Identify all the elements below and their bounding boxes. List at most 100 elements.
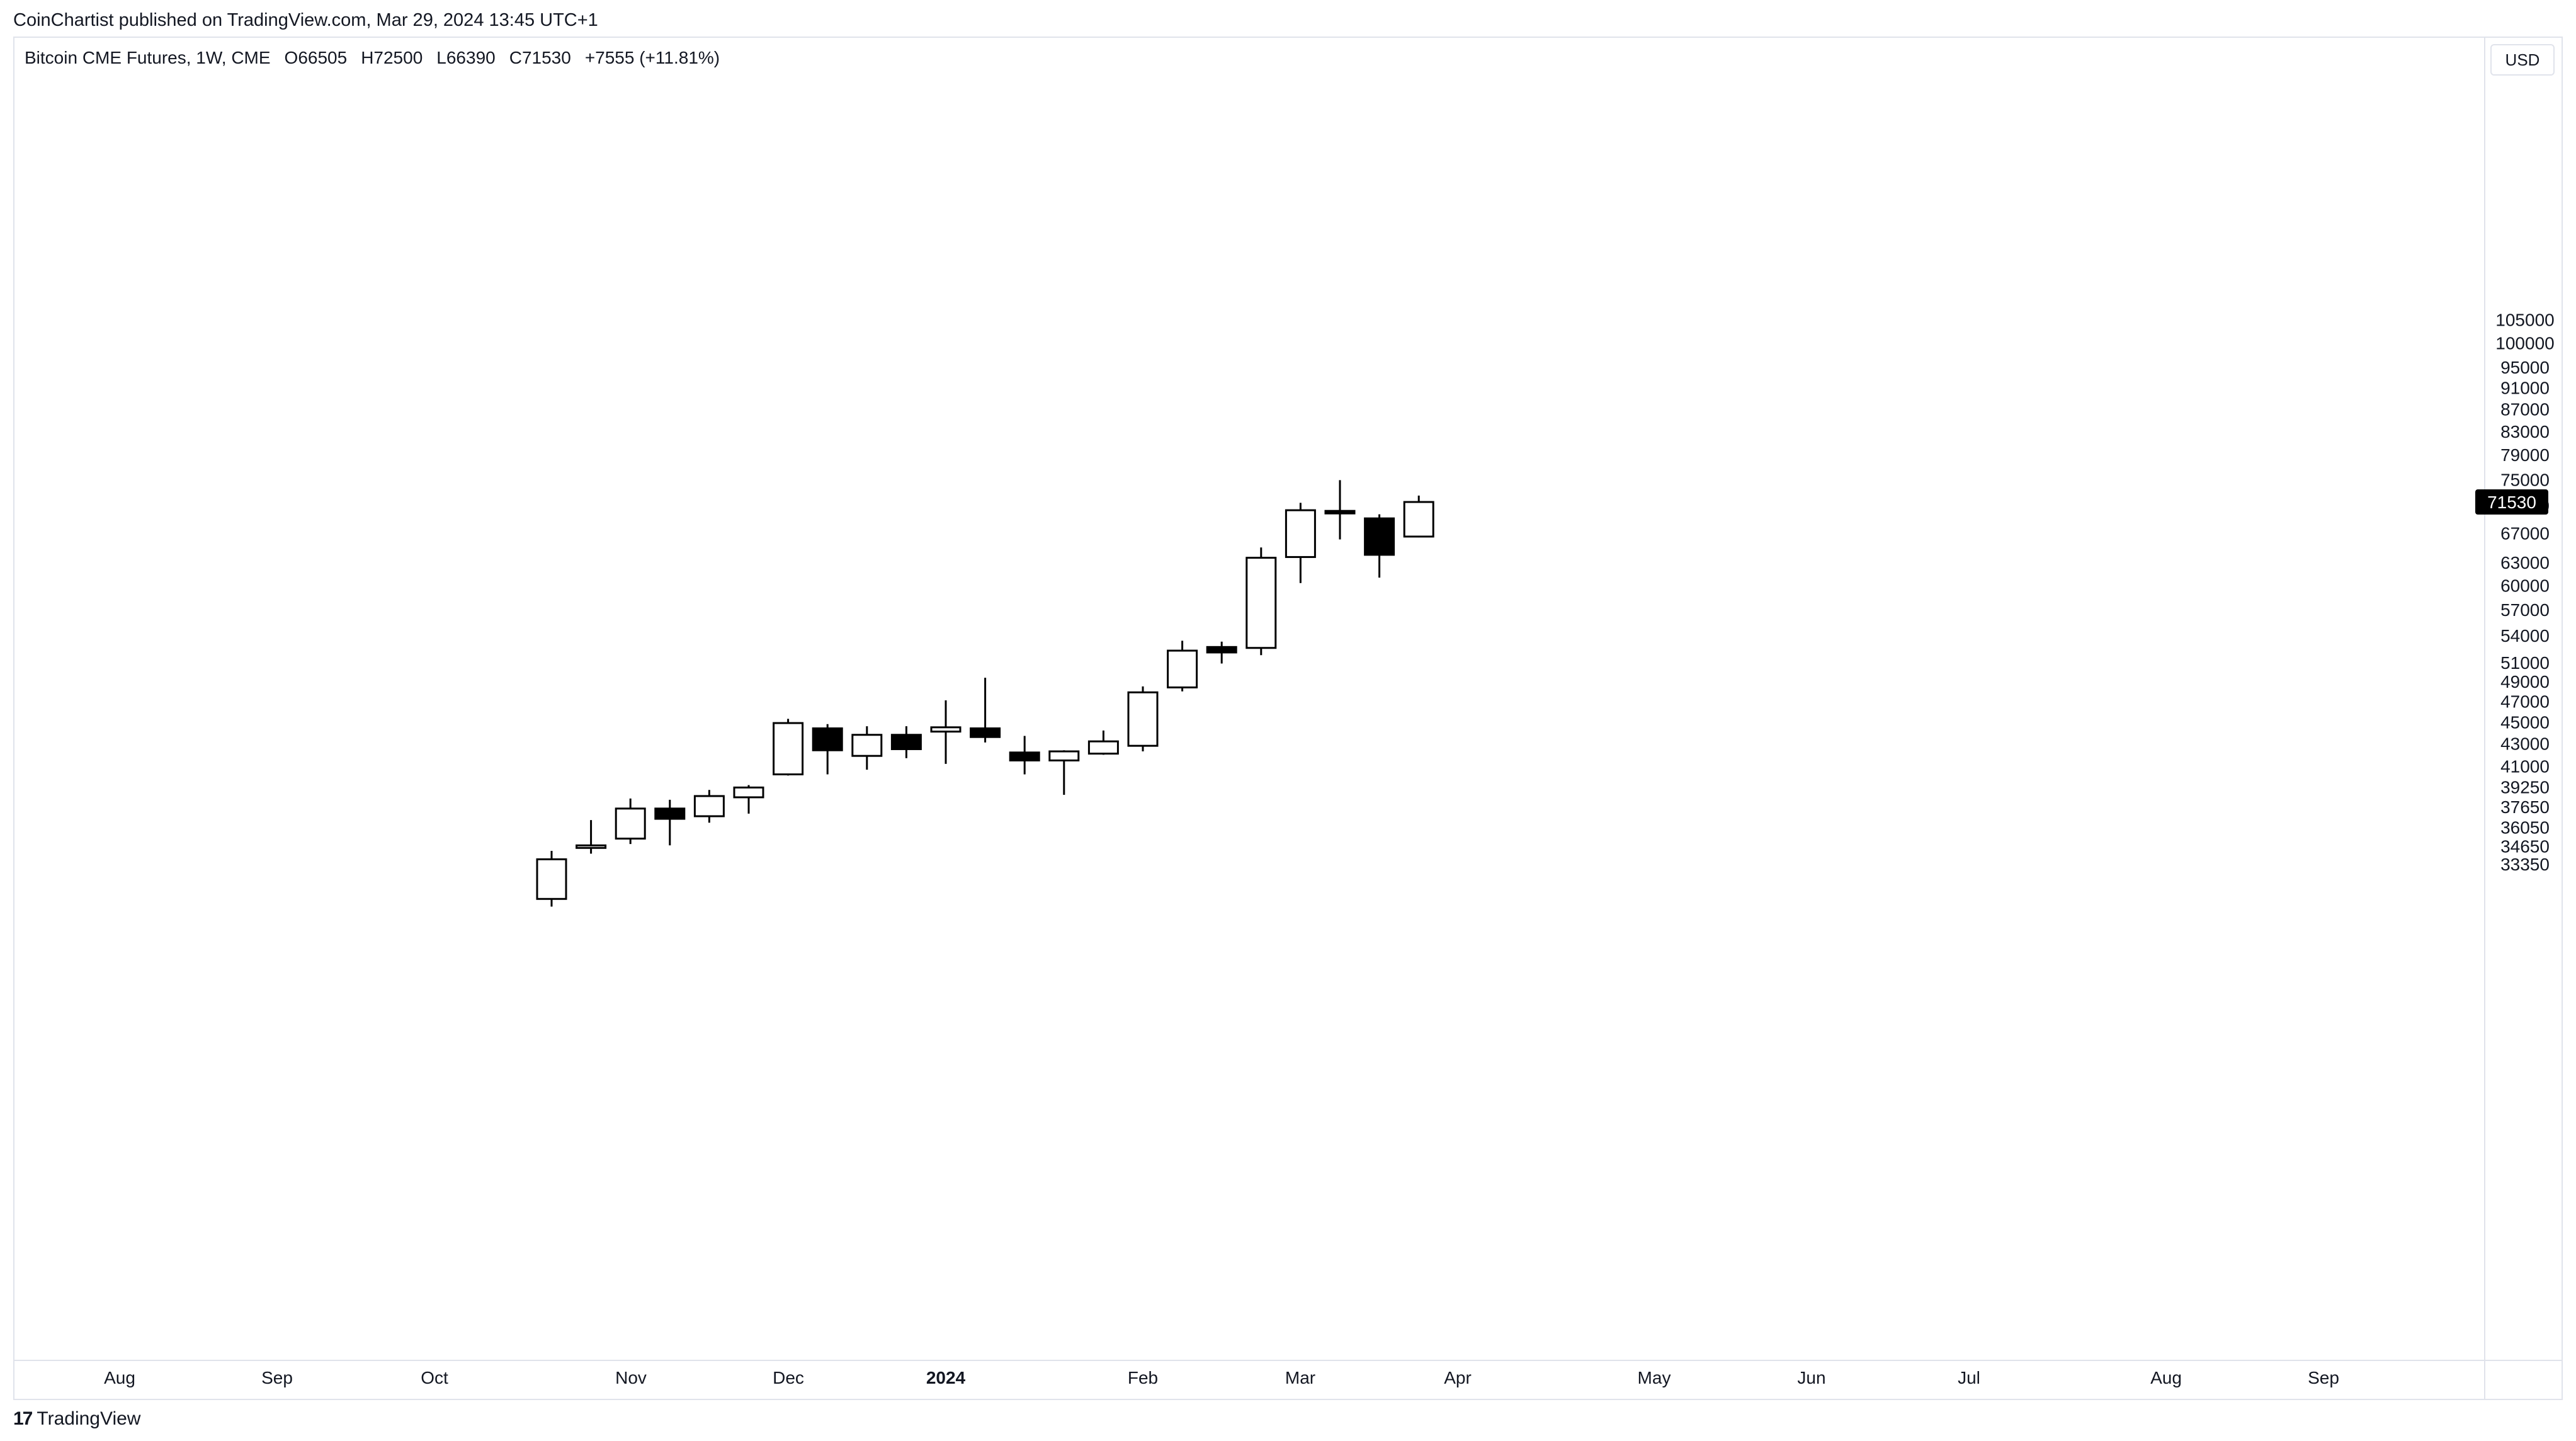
price-tick-label: 39250 bbox=[2500, 777, 2550, 797]
price-tick-label: 100000 bbox=[2495, 334, 2554, 353]
price-tick-label: 79000 bbox=[2500, 445, 2550, 465]
price-tick-label: 45000 bbox=[2500, 712, 2550, 732]
price-scale-divider bbox=[2484, 37, 2485, 1400]
price-tick-label: 33350 bbox=[2500, 855, 2550, 874]
candle-body bbox=[890, 734, 922, 750]
time-tick-label: Jun bbox=[1797, 1368, 1825, 1387]
candle-body bbox=[1245, 557, 1277, 649]
candle-body bbox=[654, 807, 686, 820]
symbol-legend: Bitcoin CME Futures, 1W, CME O66505 H72500… bbox=[25, 48, 734, 68]
candle-body bbox=[1009, 751, 1040, 761]
currency-selector[interactable]: USD bbox=[2490, 44, 2555, 76]
candle[interactable] bbox=[970, 678, 1001, 743]
candle[interactable] bbox=[1285, 503, 1316, 583]
legend-change: +7555 (+11.81%) bbox=[584, 48, 720, 67]
time-tick-label: Aug bbox=[2150, 1368, 2182, 1387]
candle-body bbox=[536, 858, 567, 900]
candle[interactable] bbox=[851, 726, 883, 770]
candle[interactable] bbox=[930, 700, 962, 764]
candle[interactable] bbox=[1245, 547, 1277, 656]
legend-low: L66390 bbox=[436, 48, 496, 67]
price-tick-label: 34650 bbox=[2500, 836, 2550, 856]
candle[interactable] bbox=[1127, 686, 1159, 752]
candle-body bbox=[576, 844, 607, 849]
candle-body bbox=[1285, 509, 1316, 558]
candle-body bbox=[1364, 517, 1395, 556]
candle[interactable] bbox=[1403, 495, 1434, 538]
candle[interactable] bbox=[733, 785, 764, 814]
price-tick-label: 87000 bbox=[2500, 399, 2550, 419]
candle[interactable] bbox=[693, 790, 725, 823]
candle-body bbox=[851, 734, 883, 757]
candle-body bbox=[733, 786, 764, 799]
time-tick-label: Apr bbox=[1444, 1368, 1472, 1387]
candle[interactable] bbox=[1364, 514, 1395, 578]
time-tick-label: Aug bbox=[104, 1368, 135, 1387]
candle[interactable] bbox=[576, 820, 607, 854]
publisher-line: CoinChartist published on TradingView.co… bbox=[13, 10, 598, 30]
candle-body bbox=[1048, 750, 1080, 761]
candle-body bbox=[1403, 501, 1434, 538]
price-tick-label: 49000 bbox=[2500, 672, 2550, 692]
candle[interactable] bbox=[1167, 641, 1198, 692]
price-tick-label: 95000 bbox=[2500, 358, 2550, 377]
time-scale-divider bbox=[13, 1360, 2563, 1361]
candle[interactable] bbox=[812, 724, 843, 775]
last-price-label: 71530 bbox=[2487, 493, 2536, 512]
chart-pane[interactable] bbox=[13, 37, 2563, 1400]
time-tick-label: Dec bbox=[773, 1368, 804, 1387]
time-tick-label: May bbox=[1638, 1368, 1671, 1387]
candle-body bbox=[970, 727, 1001, 738]
price-tick-label: 47000 bbox=[2500, 692, 2550, 712]
price-tick-label: 63000 bbox=[2500, 553, 2550, 572]
candle-body bbox=[773, 722, 804, 776]
candle-body bbox=[930, 726, 962, 733]
time-tick-label: Jul bbox=[1958, 1368, 1980, 1387]
candle[interactable] bbox=[1009, 736, 1040, 775]
legend-high: H72500 bbox=[361, 48, 423, 67]
time-tick-label: Feb bbox=[1128, 1368, 1158, 1387]
candle-body bbox=[1127, 691, 1159, 747]
time-tick-label: Mar bbox=[1285, 1368, 1315, 1387]
tradingview-brand[interactable]: 17 TradingView bbox=[13, 1408, 140, 1430]
price-tick-label: 54000 bbox=[2500, 626, 2550, 646]
candle[interactable] bbox=[1048, 750, 1080, 795]
candle-body bbox=[693, 795, 725, 817]
candle[interactable] bbox=[654, 799, 686, 846]
candle[interactable] bbox=[1324, 480, 1356, 540]
price-tick-label: 41000 bbox=[2500, 757, 2550, 777]
candle[interactable] bbox=[615, 798, 646, 845]
tradingview-logo-icon: 17 bbox=[13, 1408, 33, 1429]
price-tick-label: 37650 bbox=[2500, 797, 2550, 817]
candle[interactable] bbox=[536, 851, 567, 907]
price-tick-label: 105000 bbox=[2495, 310, 2554, 330]
candle[interactable] bbox=[1087, 730, 1119, 755]
brand-name: TradingView bbox=[37, 1408, 141, 1429]
price-tick-label: 91000 bbox=[2500, 379, 2550, 398]
price-tick-label: 57000 bbox=[2500, 600, 2550, 620]
time-tick-label: Sep bbox=[2308, 1368, 2339, 1387]
price-tick-label: 67000 bbox=[2500, 523, 2550, 543]
candle[interactable] bbox=[1206, 641, 1237, 664]
time-tick-label: 2024 bbox=[926, 1368, 966, 1387]
price-tick-label: 75000 bbox=[2500, 470, 2550, 489]
price-tick-label: 36050 bbox=[2500, 818, 2550, 838]
candle[interactable] bbox=[773, 719, 804, 776]
time-tick-label: Sep bbox=[261, 1368, 293, 1387]
price-tick-label: 60000 bbox=[2500, 576, 2550, 596]
legend-symbol: Bitcoin CME Futures, 1W, CME bbox=[25, 48, 271, 67]
candle-body bbox=[1167, 649, 1198, 688]
last-price-badge bbox=[2475, 489, 2548, 515]
candle-body bbox=[812, 727, 843, 751]
candle-body bbox=[1324, 510, 1356, 515]
price-tick-label: 51000 bbox=[2500, 653, 2550, 673]
time-tick-label: Nov bbox=[615, 1368, 647, 1387]
candle[interactable] bbox=[890, 726, 922, 758]
price-tick-label: 83000 bbox=[2500, 422, 2550, 441]
legend-open: O66505 bbox=[284, 48, 348, 67]
price-tick-label: 43000 bbox=[2500, 734, 2550, 754]
last-price-marker: 71530 bbox=[2475, 489, 2548, 515]
candle-body bbox=[1087, 740, 1119, 755]
time-tick-label: Oct bbox=[421, 1368, 448, 1387]
